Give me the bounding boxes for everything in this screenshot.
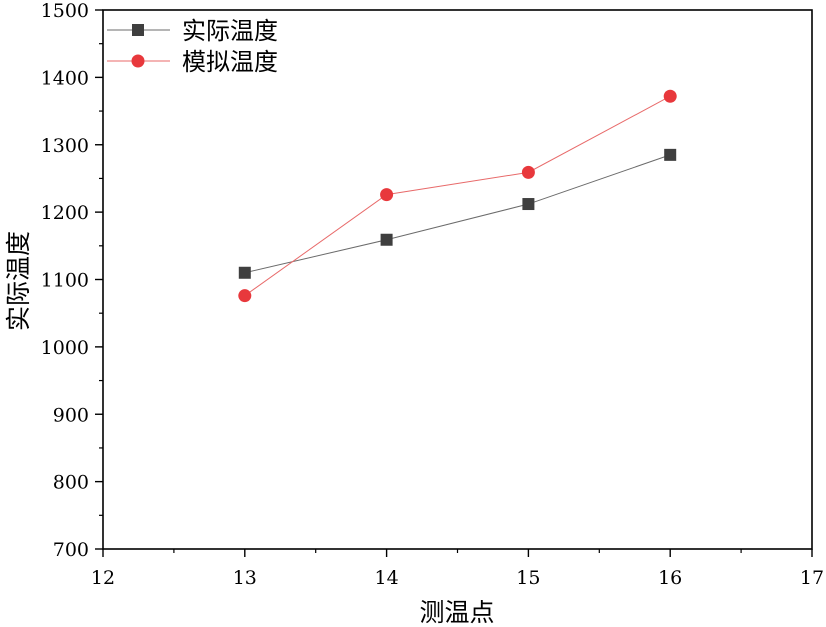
- x-tick-label: 15: [516, 567, 540, 589]
- legend-label: 模拟温度: [182, 48, 278, 76]
- data-point: [380, 233, 393, 246]
- data-point: [238, 289, 252, 303]
- y-tick-label: 1200: [41, 202, 89, 224]
- data-point: [663, 89, 677, 103]
- series-line: [244, 154, 671, 274]
- y-tick-label: 700: [53, 539, 89, 561]
- data-point: [664, 148, 677, 161]
- y-tick-label: 800: [53, 472, 89, 494]
- plot-frame: [102, 9, 813, 550]
- series-group: [238, 89, 677, 303]
- data-point: [521, 165, 535, 179]
- axes-group: [102, 9, 813, 550]
- x-tick-label: 14: [375, 567, 399, 589]
- y-tick-label: 1100: [41, 270, 89, 292]
- x-tick-label: 13: [233, 567, 257, 589]
- y-tick-label: 1400: [41, 67, 89, 89]
- series-line: [244, 95, 671, 297]
- x-tick-label: 17: [800, 567, 824, 589]
- x-tick-label: 16: [658, 567, 682, 589]
- legend-marker: [132, 24, 144, 36]
- data-point: [522, 198, 535, 211]
- ticks-group: 12 13 14 15 16 17 700 800 900 1000 1100 1200 1300 140…: [41, 0, 824, 589]
- series-1: [238, 148, 677, 279]
- y-tick-label: 900: [53, 404, 89, 426]
- legend-marker: [131, 54, 145, 68]
- legend-label: 实际温度: [182, 17, 278, 45]
- y-tick-label: 1000: [41, 337, 89, 359]
- x-tick-label: 12: [91, 567, 115, 589]
- data-point: [238, 266, 251, 279]
- y-tick-label: 1300: [41, 135, 89, 157]
- x-axis-title: 测温点: [419, 598, 494, 627]
- series-2: [238, 89, 677, 303]
- y-axis-title: 实际温度: [4, 231, 33, 331]
- y-tick-label: 1500: [41, 0, 89, 22]
- data-point: [380, 188, 394, 202]
